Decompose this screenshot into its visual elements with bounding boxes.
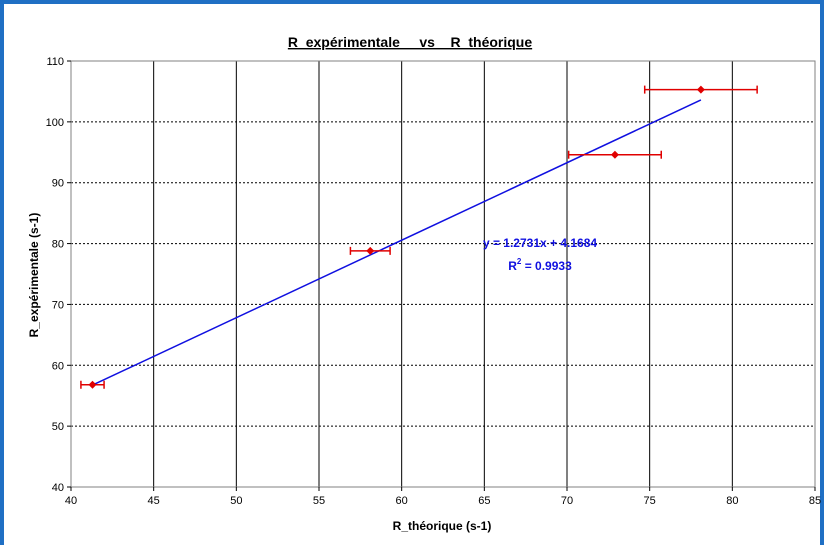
x-tick-label: 85 — [809, 495, 821, 507]
y-tick-label: 40 — [52, 482, 64, 494]
x-tick-label: 55 — [313, 495, 325, 507]
trendline — [92, 99, 702, 386]
x-axis-ticks: 40 45 50 55 60 65 70 75 80 85 — [65, 487, 821, 507]
r-squared-label: R2 = 0.9933 — [508, 257, 572, 273]
plot-area — [70, 60, 816, 488]
x-axis-title: R_théorique (s-1) — [393, 519, 492, 533]
gridlines — [71, 61, 815, 487]
x-tick-label: 45 — [148, 495, 160, 507]
y-tick-label: 100 — [46, 117, 64, 129]
y-tick-label: 110 — [46, 56, 64, 68]
x-tick-label: 80 — [726, 495, 738, 507]
y-axis-title: R_expérimentale (s-1) — [27, 213, 41, 338]
y-tick-label: 90 — [52, 178, 64, 190]
data-point-marker — [88, 380, 97, 389]
y-tick-label: 50 — [52, 421, 64, 433]
x-tick-label: 40 — [65, 495, 77, 507]
y-axis-ticks: 40 50 60 70 80 90 100 110 — [46, 56, 71, 494]
x-tick-label: 50 — [230, 495, 242, 507]
trendline-equation: y = 1.2731x + 4.1684 — [483, 236, 597, 250]
r-squared-value: = 0.9933 — [521, 259, 572, 273]
chart-title: R expérimentale vs R théorique — [288, 34, 533, 50]
data-point-marker — [366, 246, 375, 255]
r-squared-r: R — [508, 259, 517, 273]
x-tick-label: 65 — [478, 495, 490, 507]
x-tick-label: 70 — [561, 495, 573, 507]
data-point-marker — [696, 85, 705, 94]
x-tick-label: 75 — [644, 495, 656, 507]
x-tick-label: 60 — [396, 495, 408, 507]
data-point-marker — [610, 150, 619, 159]
r-squared-superscript: 2 — [517, 257, 522, 266]
data-points — [80, 85, 758, 389]
y-tick-label: 60 — [52, 360, 64, 372]
y-tick-label: 70 — [52, 299, 64, 311]
y-tick-label: 80 — [52, 239, 64, 251]
